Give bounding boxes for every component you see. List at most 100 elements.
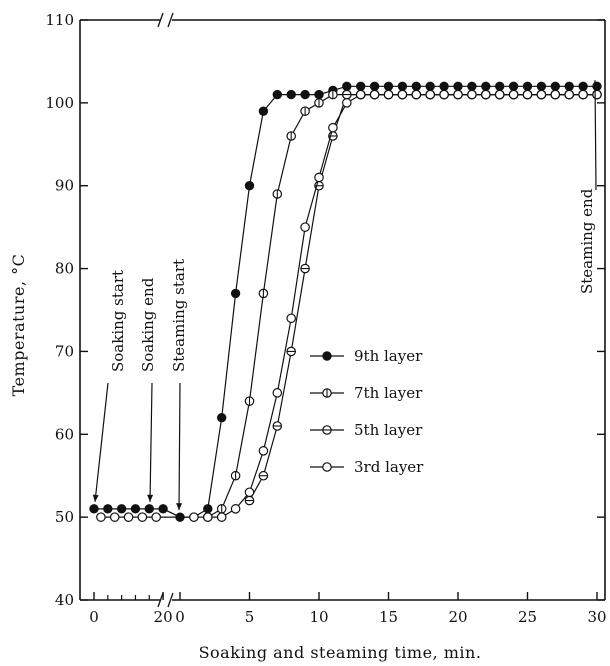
x-tick-label: 10 [309, 608, 328, 626]
data-point [592, 89, 602, 100]
data-point [217, 413, 227, 423]
arrow-head [147, 494, 154, 502]
marker-dot [536, 89, 547, 100]
series-4 [96, 89, 602, 522]
data-point [103, 504, 113, 514]
marker-dot [123, 512, 134, 522]
y-tick-label: 80 [55, 260, 74, 278]
annotation-arrow-steaming-end [592, 80, 599, 191]
marker-dot [397, 81, 408, 91]
x-axis-title: Soaking and steaming time, min. [199, 643, 482, 662]
marker-dot [397, 89, 408, 100]
data-point [522, 89, 533, 100]
arrow-head [592, 80, 599, 88]
data-point [258, 106, 269, 116]
marker-dot [355, 89, 366, 100]
marker-dot [383, 89, 394, 100]
data-point [453, 89, 463, 100]
data-point [244, 487, 255, 498]
data-point [564, 81, 574, 91]
data-point [272, 89, 282, 100]
marker-dot [151, 512, 161, 522]
marker-dot [144, 504, 154, 514]
legend-label: 3rd layer [354, 458, 424, 476]
arrow-shaft [149, 382, 153, 502]
marker-dot [328, 122, 338, 133]
data-point [230, 470, 241, 481]
marker-dot [480, 89, 491, 100]
arrow-head [92, 494, 99, 502]
data-point [467, 89, 477, 100]
annotation-soaking-end: Soaking end [139, 277, 157, 372]
marker-dot [453, 89, 463, 100]
data-point [453, 81, 463, 91]
data-point [216, 504, 227, 514]
series-1 [89, 81, 602, 522]
marker-dot [314, 172, 324, 183]
x-tick-label: 20 [448, 608, 467, 626]
data-point [342, 81, 352, 91]
data-point [550, 89, 561, 100]
data-point [89, 504, 99, 514]
data-point [144, 504, 154, 514]
data-point [397, 89, 408, 100]
marker-dot [522, 89, 533, 100]
legend-label: 9th layer [354, 347, 423, 365]
data-point [314, 89, 324, 100]
data-point [123, 512, 134, 522]
data-point [244, 396, 255, 406]
y-tick-label: 60 [55, 425, 74, 443]
marker-dot [425, 81, 435, 91]
data-point [286, 131, 296, 141]
data-point [158, 504, 168, 514]
data-point [328, 122, 338, 133]
marker-dot [272, 89, 282, 100]
marker-dot [550, 89, 561, 100]
data-point [439, 81, 449, 91]
marker-dot [89, 504, 99, 514]
marker-dot [216, 512, 227, 522]
data-point [369, 81, 380, 91]
data-point [244, 495, 255, 506]
series-line [248, 94, 597, 501]
y-tick-label: 50 [55, 508, 74, 526]
marker-dot [356, 81, 366, 91]
marker-dot [217, 413, 227, 423]
data-point [272, 388, 283, 398]
axis-break-mark [167, 12, 174, 28]
data-point [508, 89, 519, 100]
arrow-shaft [94, 382, 109, 502]
legend-marker [322, 388, 332, 398]
marker-dot [109, 512, 120, 522]
data-point [536, 89, 547, 100]
legend-marker [322, 462, 332, 472]
x-tick-label: 5 [245, 608, 255, 626]
data-point [480, 89, 491, 100]
marker-dot [322, 351, 332, 361]
data-point [203, 504, 213, 514]
y-tick-label: 40 [55, 591, 74, 609]
marker-dot [103, 504, 113, 514]
data-point [522, 81, 533, 91]
data-point [508, 81, 519, 91]
marker-dot [96, 512, 106, 522]
x-tick-label: 25 [518, 608, 537, 626]
marker-dot [230, 504, 241, 514]
marker-dot [189, 512, 199, 522]
marker-dot [322, 462, 332, 472]
data-point [383, 81, 394, 91]
data-point [109, 512, 120, 522]
y-tick-label: 110 [45, 11, 74, 29]
axis-break-mark [157, 592, 164, 608]
annotation-arrow-soaking-end [147, 382, 154, 502]
marker-dot [341, 98, 352, 108]
x-tick-label: 0 [175, 608, 185, 626]
data-point [96, 512, 106, 522]
marker-dot [203, 512, 213, 522]
data-point [116, 504, 127, 514]
marker-dot [369, 89, 380, 100]
marker-dot [369, 81, 380, 91]
data-point [341, 89, 352, 100]
data-point [230, 504, 241, 514]
